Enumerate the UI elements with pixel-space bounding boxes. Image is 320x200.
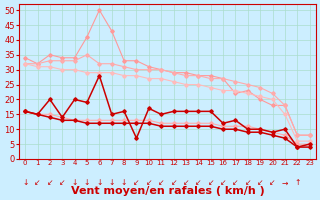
Text: →: →	[282, 178, 288, 187]
Text: ↓: ↓	[108, 178, 115, 187]
Text: ↙: ↙	[146, 178, 152, 187]
Text: ↙: ↙	[220, 178, 226, 187]
Text: ↙: ↙	[170, 178, 177, 187]
Text: ↙: ↙	[232, 178, 239, 187]
Text: ↙: ↙	[47, 178, 53, 187]
Text: ↙: ↙	[133, 178, 140, 187]
Text: ↓: ↓	[84, 178, 90, 187]
Text: ↙: ↙	[257, 178, 263, 187]
Text: ↓: ↓	[71, 178, 78, 187]
Text: ↙: ↙	[59, 178, 66, 187]
Text: ↓: ↓	[121, 178, 127, 187]
Text: ↑: ↑	[294, 178, 300, 187]
Text: ↙: ↙	[158, 178, 164, 187]
Text: ↙: ↙	[34, 178, 41, 187]
Text: ↙: ↙	[207, 178, 214, 187]
Text: ↓: ↓	[96, 178, 102, 187]
Text: ↙: ↙	[195, 178, 202, 187]
X-axis label: Vent moyen/en rafales ( km/h ): Vent moyen/en rafales ( km/h )	[70, 186, 264, 196]
Text: ↙: ↙	[244, 178, 251, 187]
Text: ↙: ↙	[269, 178, 276, 187]
Text: ↙: ↙	[183, 178, 189, 187]
Text: ↓: ↓	[22, 178, 28, 187]
